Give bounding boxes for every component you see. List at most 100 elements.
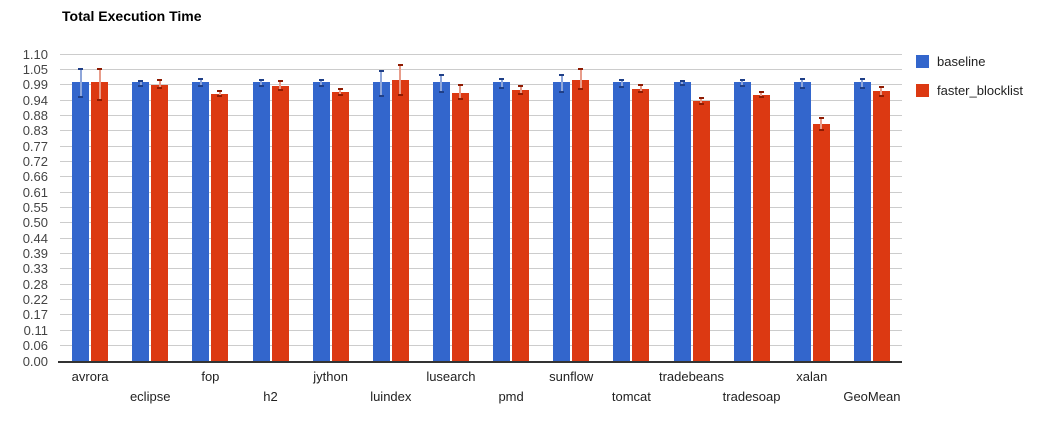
bar-faster_blocklist-pmd[interactable] bbox=[512, 90, 530, 361]
bar-faster_blocklist-tradebeans[interactable] bbox=[692, 101, 710, 361]
error-bar-cap-bottom bbox=[818, 128, 824, 131]
error-bar-cap-top bbox=[578, 67, 584, 70]
gridline bbox=[60, 191, 902, 193]
y-tick-label: 0.11 bbox=[23, 322, 48, 338]
error-bar-baseline-avrora bbox=[79, 69, 82, 98]
gridline bbox=[60, 283, 902, 285]
y-tick-label: 0.44 bbox=[22, 230, 48, 246]
error-bar-baseline-fop bbox=[199, 79, 202, 87]
bar-baseline-tomcat[interactable] bbox=[613, 81, 631, 361]
bar-faster_blocklist-xalan[interactable] bbox=[812, 124, 830, 361]
y-tick-label: 0.61 bbox=[22, 184, 48, 200]
error-bar-cap-bottom bbox=[438, 90, 444, 93]
error-bar-cap-bottom bbox=[638, 91, 644, 93]
x-category-label-avrora: avrora bbox=[71, 369, 109, 384]
error-bar-baseline-tradesoap bbox=[741, 80, 744, 86]
error-bar-cap-bottom bbox=[97, 99, 103, 102]
legend: baseline faster_blocklist bbox=[916, 54, 1023, 112]
bar-baseline-GeoMean[interactable] bbox=[853, 81, 871, 361]
error-bar-cap-top bbox=[499, 77, 505, 80]
error-bar-cap-top bbox=[397, 63, 403, 66]
error-bar-faster_blocklist-avrora bbox=[98, 69, 101, 101]
bar-faster_blocklist-sunflow[interactable] bbox=[572, 80, 590, 361]
error-bar-baseline-xalan bbox=[801, 79, 804, 88]
bar-faster_blocklist-tomcat[interactable] bbox=[632, 88, 650, 361]
error-bar-cap-bottom bbox=[499, 86, 505, 89]
bar-faster_blocklist-GeoMean[interactable] bbox=[872, 90, 890, 361]
bar-baseline-fop[interactable] bbox=[192, 81, 210, 361]
bar-baseline-lusearch[interactable] bbox=[432, 81, 450, 361]
gridline bbox=[60, 253, 902, 255]
error-bar-baseline-jython bbox=[320, 80, 323, 87]
y-tick-label: 0.66 bbox=[22, 169, 48, 185]
x-category-label-tradebeans: tradebeans bbox=[658, 369, 725, 384]
bar-faster_blocklist-luindex[interactable] bbox=[391, 79, 409, 361]
y-tick-label: 0.33 bbox=[22, 261, 48, 277]
bar-baseline-tradebeans[interactable] bbox=[673, 81, 691, 361]
error-bar-faster_blocklist-jython bbox=[339, 89, 342, 95]
gridline bbox=[60, 207, 902, 208]
bar-faster_blocklist-eclipse[interactable] bbox=[151, 84, 169, 361]
bar-faster_blocklist-jython[interactable] bbox=[331, 92, 349, 361]
error-bar-cap-top bbox=[518, 84, 524, 87]
error-bar-faster_blocklist-h2 bbox=[279, 80, 281, 90]
error-bar-cap-top bbox=[638, 84, 644, 87]
error-bar-cap-bottom bbox=[457, 97, 463, 100]
x-category-label-sunflow: sunflow bbox=[549, 369, 594, 384]
legend-item-faster-blocklist[interactable]: faster_blocklist bbox=[916, 83, 1023, 98]
error-bar-cap-top bbox=[337, 88, 343, 91]
error-bar-faster_blocklist-eclipse bbox=[158, 80, 161, 89]
x-category-label-xalan: xalan bbox=[796, 369, 828, 384]
legend-label-faster-blocklist: faster_blocklist bbox=[937, 83, 1023, 98]
error-bar-cap-top bbox=[758, 90, 764, 93]
error-bar-cap-top bbox=[619, 79, 625, 81]
error-bar-cap-bottom bbox=[78, 96, 84, 99]
bar-baseline-avrora[interactable] bbox=[72, 81, 90, 361]
error-bar-cap-bottom bbox=[217, 94, 223, 97]
error-bar-cap-bottom bbox=[679, 83, 685, 86]
legend-label-baseline: baseline bbox=[937, 54, 986, 69]
bar-baseline-tradesoap[interactable] bbox=[733, 81, 751, 361]
error-bar-faster_blocklist-luindex bbox=[399, 64, 402, 96]
bar-baseline-luindex[interactable] bbox=[372, 81, 390, 361]
error-bar-faster_blocklist-tradesoap bbox=[760, 91, 763, 98]
error-bar-cap-bottom bbox=[578, 88, 584, 91]
bar-baseline-xalan[interactable] bbox=[793, 81, 811, 361]
error-bar-cap-bottom bbox=[698, 103, 704, 106]
bar-baseline-jython[interactable] bbox=[312, 81, 330, 361]
error-bar-faster_blocklist-lusearch bbox=[459, 85, 462, 99]
x-category-label-GeoMean: GeoMean bbox=[843, 389, 901, 404]
bar-faster_blocklist-avrora[interactable] bbox=[91, 81, 109, 361]
error-bar-cap-top bbox=[859, 78, 865, 81]
error-bar-cap-bottom bbox=[258, 85, 264, 88]
bar-baseline-h2[interactable] bbox=[252, 81, 270, 361]
error-bar-cap-top bbox=[258, 78, 264, 81]
error-bar-cap-bottom bbox=[758, 96, 764, 99]
y-tick-label: 0.28 bbox=[22, 276, 48, 292]
error-bar-cap-top bbox=[679, 80, 685, 83]
error-bar-cap-bottom bbox=[799, 86, 805, 89]
bar-faster_blocklist-lusearch[interactable] bbox=[451, 92, 469, 361]
bar-baseline-eclipse[interactable] bbox=[132, 81, 150, 361]
gridline bbox=[60, 329, 902, 331]
bar-faster_blocklist-tradesoap[interactable] bbox=[752, 94, 770, 361]
bar-faster_blocklist-h2[interactable] bbox=[271, 85, 289, 361]
error-bar-baseline-pmd bbox=[500, 78, 503, 88]
bar-faster_blocklist-fop[interactable] bbox=[211, 93, 229, 361]
y-tick-label: 0.83 bbox=[22, 123, 48, 139]
bar-baseline-sunflow[interactable] bbox=[553, 81, 571, 361]
x-category-label-luindex: luindex bbox=[370, 389, 412, 404]
error-bar-cap-top bbox=[138, 79, 144, 82]
legend-item-baseline[interactable]: baseline bbox=[916, 54, 1023, 69]
x-category-label-lusearch: lusearch bbox=[426, 369, 476, 384]
error-bar-cap-top bbox=[78, 68, 84, 71]
error-bar-cap-top bbox=[97, 68, 103, 71]
gridline bbox=[60, 114, 902, 116]
error-bar-cap-bottom bbox=[277, 89, 283, 91]
error-bar-cap-top bbox=[318, 79, 324, 82]
error-bar-cap-top bbox=[698, 96, 704, 99]
bar-baseline-pmd[interactable] bbox=[493, 81, 511, 361]
gridline bbox=[60, 237, 902, 239]
gridline bbox=[60, 176, 902, 178]
gridline bbox=[60, 145, 902, 147]
